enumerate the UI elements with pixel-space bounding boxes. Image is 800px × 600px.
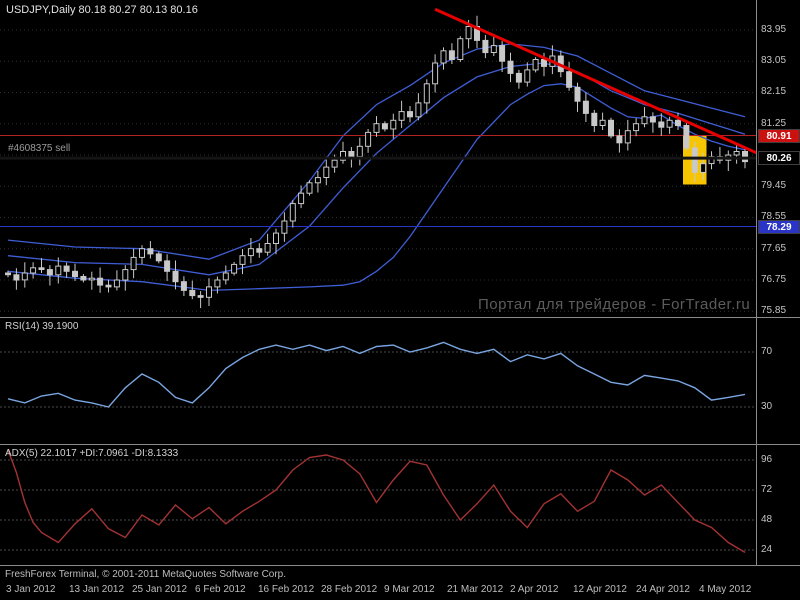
indicator-axis-label: 70	[761, 346, 773, 357]
time-axis[interactable]: 3 Jan 2012 13 Jan 2012 25 Jan 2012 6 Feb 20…	[0, 584, 800, 598]
price-axis-label: 77.65	[761, 242, 787, 254]
price-axis-label: 79.45	[761, 180, 787, 192]
indicator-axis-label: 96	[761, 454, 773, 465]
adx-indicator-label: ADX(5) 22.1017 +DI:7.0961 -DI:8.1333	[5, 448, 179, 459]
chart-symbol-title: USDJPY,Daily 80.18 80.27 80.13 80.16	[6, 4, 198, 16]
indicator-axis-label: 48	[761, 514, 773, 525]
price-axis-label: 78.55	[761, 211, 787, 223]
adx-axis[interactable]: 96 72 48 24	[756, 445, 800, 565]
copyright-text: FreshForex Terminal, © 2001-2011 MetaQuo…	[5, 569, 287, 580]
time-axis-label: 9 Mar 2012	[384, 584, 435, 595]
time-axis-label: 2 Apr 2012	[510, 584, 559, 595]
rsi-panel: RSI(14) 39.1900 70 30	[0, 318, 800, 445]
price-axis-label: 75.85	[761, 305, 787, 317]
time-axis-label: 16 Feb 2012	[258, 584, 315, 595]
time-axis-label: 28 Feb 2012	[321, 584, 378, 595]
price-axis-label: 83.05	[761, 55, 787, 67]
watermark: Портал для трейдеров - ForTrader.ru	[478, 296, 751, 313]
price-chart-panel: USDJPY,Daily 80.18 80.27 80.13 80.16 #46…	[0, 0, 800, 318]
price-axis-label: 82.15	[761, 86, 787, 98]
time-axis-label: 24 Apr 2012	[636, 584, 690, 595]
price-axis-label: 81.25	[761, 117, 787, 129]
price-axis[interactable]: 83.95 83.05 82.15 81.25 79.45 78.55 77.65 76.75…	[756, 0, 800, 317]
time-axis-label: 25 Jan 2012	[132, 584, 188, 595]
indicator-axis-label: 30	[761, 401, 773, 412]
price-axis-label: 83.95	[761, 24, 787, 35]
adx-chart-canvas[interactable]	[0, 445, 756, 565]
time-axis-label: 3 Jan 2012	[6, 584, 56, 595]
time-axis-label: 6 Feb 2012	[195, 584, 246, 595]
status-bar: FreshForex Terminal, © 2001-2011 MetaQuo…	[0, 566, 800, 600]
time-axis-label: 4 May 2012	[699, 584, 752, 595]
time-axis-label: 21 Mar 2012	[447, 584, 504, 595]
rsi-chart-canvas[interactable]	[0, 318, 756, 444]
rsi-axis[interactable]: 70 30	[756, 318, 800, 444]
time-axis-label: 12 Apr 2012	[573, 584, 627, 595]
rsi-indicator-label: RSI(14) 39.1900	[5, 321, 79, 332]
order-sell-label: #4608375 sell	[8, 143, 71, 154]
indicator-axis-label: 24	[761, 544, 773, 555]
indicator-axis-label: 72	[761, 484, 773, 495]
price-badge: 80.91	[758, 128, 800, 143]
price-axis-label: 76.75	[761, 273, 787, 285]
price-chart-canvas[interactable]	[0, 0, 756, 317]
price-badge: 78.29	[758, 219, 800, 234]
adx-panel: ADX(5) 22.1017 +DI:7.0961 -DI:8.1333 96 7…	[0, 445, 800, 566]
time-axis-label: 13 Jan 2012	[69, 584, 125, 595]
price-badge: 80.26	[758, 151, 800, 166]
